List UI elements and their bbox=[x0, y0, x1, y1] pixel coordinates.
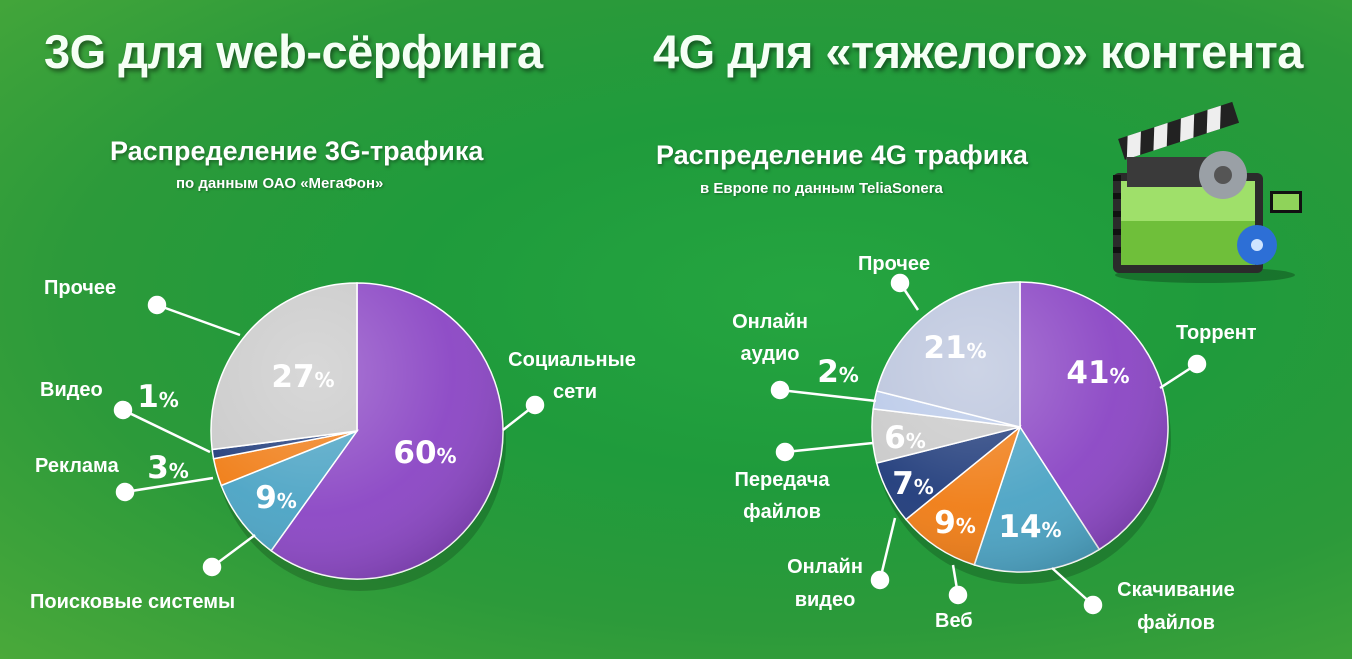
label-other-4g: Прочее bbox=[858, 253, 930, 275]
leader-line-online-audio bbox=[770, 380, 877, 403]
pct-file-transfer: 6% bbox=[884, 420, 926, 456]
leader-line-other-4g bbox=[890, 273, 920, 311]
pct-video: 1% bbox=[137, 379, 179, 415]
label-video: Видео bbox=[40, 379, 103, 401]
pie-chart-3g: 60% 9% 3% 1% 27% Социальные сети Прочее В… bbox=[30, 277, 636, 613]
leader-line-online-video bbox=[870, 517, 897, 590]
pct-online-video: 7% bbox=[892, 466, 934, 502]
label-ads: Реклама bbox=[35, 455, 120, 477]
pct-ads: 3% bbox=[147, 450, 189, 486]
pct-online-audio: 2% bbox=[817, 354, 859, 390]
pct-torrent: 41% bbox=[1066, 355, 1129, 391]
pct-search: 9% bbox=[255, 480, 297, 516]
chart-4g-subtitle: в Европе по данным TeliaSonera bbox=[700, 180, 943, 197]
leader-line-downloads bbox=[1051, 567, 1103, 615]
leader-line-ads bbox=[115, 476, 214, 502]
leader-line-other bbox=[147, 295, 241, 337]
label-online-video: Онлайн видео bbox=[787, 556, 863, 611]
pct-downloads: 14% bbox=[998, 509, 1061, 545]
pct-other-4g: 21% bbox=[923, 330, 986, 366]
chart-3g-subtitle: по данным ОАО «МегаФон» bbox=[176, 175, 384, 192]
leader-line-video bbox=[113, 400, 211, 454]
chart-4g-title: Распределение 4G трафика bbox=[656, 140, 1028, 170]
chart-3g-title: Распределение 3G-трафика bbox=[110, 136, 484, 166]
pct-social: 60% bbox=[393, 435, 456, 471]
label-search-systems: Поисковые системы bbox=[30, 591, 235, 613]
heading-4g: 4G для «тяжелого» контента bbox=[653, 25, 1303, 78]
film-clapper-icon bbox=[1113, 101, 1302, 283]
label-torrent: Торрент bbox=[1176, 322, 1257, 344]
label-file-downloads: Скачивание файлов bbox=[1117, 579, 1235, 634]
pct-web: 9% bbox=[934, 505, 976, 541]
label-online-audio: Онлайн аудио bbox=[732, 311, 808, 365]
pct-other: 27% bbox=[271, 359, 334, 395]
leader-line-social bbox=[502, 395, 545, 431]
label-file-transfer: Передача файлов bbox=[735, 469, 831, 523]
label-web: Веб bbox=[935, 610, 973, 632]
label-other: Прочее bbox=[44, 277, 116, 299]
label-social-networks: Социальные сети bbox=[508, 349, 636, 403]
leader-line-web bbox=[948, 564, 968, 605]
leader-line-search bbox=[202, 533, 256, 577]
pie-chart-4g: 41% 14% 9% 7% 6% 2% 21% Торрент Прочее bbox=[732, 253, 1257, 634]
leader-line-torrent bbox=[1159, 354, 1207, 390]
heading-3g: 3G для web-сёрфинга bbox=[44, 25, 543, 78]
leader-line-file-transfer bbox=[775, 441, 874, 462]
